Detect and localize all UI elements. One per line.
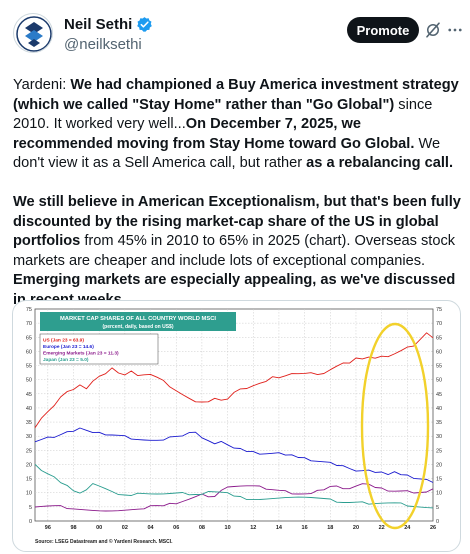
y-tick-label-right: 0 [436,519,439,525]
y-tick-label-left: 5 [29,505,32,511]
x-tick-label: 02 [122,525,128,531]
europe-series-line [34,427,434,483]
y-tick-label-left: 15 [26,477,32,483]
x-tick-label: 04 [147,525,154,531]
y-tick-label-left: 45 [26,392,32,398]
y-tick-label-left: 65 [26,335,32,341]
y-tick-label-right: 50 [436,378,442,384]
tweet-paragraph-1: Yardeni: We had championed a Buy America… [13,76,461,174]
legend-entry: Emerging Markets (Jan 23 = 11.3) [43,351,119,357]
highlight-ellipse [360,322,430,530]
y-tick-label-right: 60 [436,349,442,355]
text-bold-stay-home: We had championed a Buy America investme… [13,77,459,113]
y-tick-label-right: 5 [436,505,439,511]
text-since-2010: since 2010. It worked very well... [13,96,433,133]
text-45-to-65: from 45% in 2010 to 65% in 2025 (chart).… [13,233,456,269]
author-block: Neil Sethi @neilksethi [64,14,153,53]
y-tick-label-left: 70 [26,321,32,327]
y-tick-label-right: 20 [436,462,442,468]
y-tick-label-left: 0 [29,519,32,525]
avatar[interactable] [13,13,53,53]
y-tick-label-left: 30 [26,434,32,440]
grok-icon[interactable] [424,21,442,39]
chart-title-banner [40,312,236,331]
y-tick-label-left: 75 [26,307,32,313]
y-tick-label-right: 10 [436,491,442,497]
x-tick-label: 18 [327,525,333,531]
y-tick-label-right: 75 [436,307,442,313]
y-tick-label-left: 20 [26,462,32,468]
verified-badge-icon [136,16,153,33]
y-tick-label-left: 10 [26,491,32,497]
japan-series-line [34,463,434,509]
legend-entry: Japan (Jan 23 = 5.0) [43,357,89,363]
y-tick-label-right: 25 [436,448,442,454]
author-display-name[interactable]: Neil Sethi [64,15,133,33]
y-tick-label-left: 55 [26,364,32,370]
tweet-text: Yardeni: We had championed a Buy America… [13,76,461,330]
tweet-paragraph-2: We still believe in American Exceptional… [13,193,461,310]
x-tick-label: 20 [353,525,359,531]
y-tick-label-right: 70 [436,321,442,327]
avatar-logo-icon [16,16,52,52]
tweet-header: Neil Sethi @neilksethi Promote [0,0,470,58]
x-tick-label: 08 [199,525,205,531]
x-tick-label: 10 [225,525,231,531]
text-yardeni-prefix: Yardeni: [13,77,71,93]
chart-source: Source: LSEG Datastream and © Yardeni Re… [35,538,173,545]
text-not-sell-america: We don't view it as a Sell America call,… [13,135,441,172]
x-tick-label: 24 [404,525,411,531]
y-tick-label-left: 40 [26,406,32,412]
y-tick-label-right: 45 [436,392,442,398]
y-tick-label-right: 35 [436,420,442,426]
chart-image-card[interactable]: 0 0 5 5 10 10 15 15 20 20 25 25 30 30 35 35 40 40 45 45 50 50… [12,300,461,552]
x-tick-label: 12 [250,525,256,531]
text-bold-exceptionalism: We still believe in American Exceptional… [13,194,461,249]
chart-subtitle: (percent, daily, based on US$) [102,324,173,330]
x-tick-label: 16 [302,525,308,531]
legend-entry: Europe (Jan 23 = 14.6) [43,344,94,350]
text-bold-rebalancing: as a rebalancing call. [306,155,453,171]
y-tick-label-right: 15 [436,477,442,483]
promote-button[interactable]: Promote [347,17,419,43]
x-tick-label: 00 [96,525,102,531]
y-tick-label-left: 50 [26,378,32,384]
us-series-line [34,332,434,428]
y-tick-label-right: 65 [436,335,442,341]
y-tick-label-left: 35 [26,420,32,426]
y-tick-label-left: 25 [26,448,32,454]
x-tick-label: 26 [430,525,436,531]
x-tick-label: 98 [70,525,76,531]
y-tick-label-right: 55 [436,364,442,370]
legend-entry: US (Jan 23 = 63.9) [43,338,84,344]
y-tick-label-right: 40 [436,406,442,412]
x-tick-label: 96 [45,525,51,531]
y-tick-label-left: 60 [26,349,32,355]
x-tick-label: 22 [379,525,385,531]
text-bold-dec-7: On December 7, 2025, we recommended movi… [13,116,415,152]
x-tick-label: 14 [276,525,283,531]
y-tick-label-right: 30 [436,434,442,440]
chart-title: MARKET CAP SHARES OF ALL COUNTRY WORLD M… [60,316,216,322]
x-tick-label: 06 [173,525,179,531]
author-handle[interactable]: @neilksethi [64,36,142,53]
more-options-icon[interactable] [446,21,464,39]
chart-legend-box [39,333,159,365]
